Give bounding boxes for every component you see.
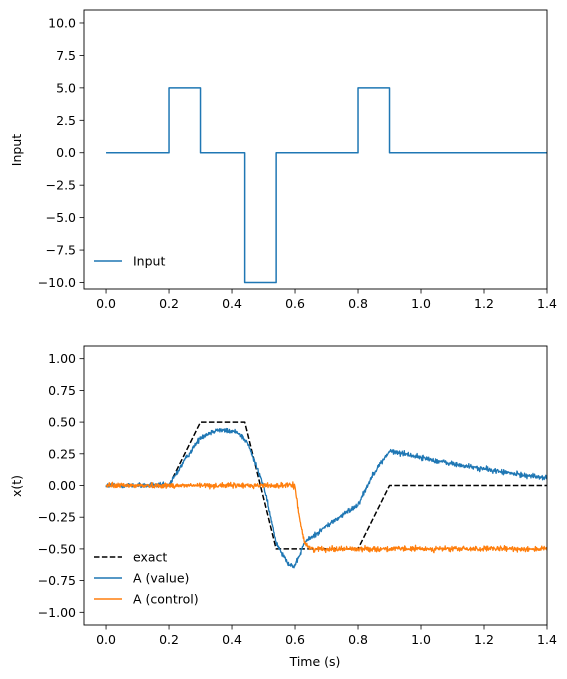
input-legend-label: Input (133, 254, 165, 269)
input-y-tick-label: −7.5 (46, 243, 76, 258)
state-legend-label: A (value) (133, 571, 189, 586)
state-x-axis-label: Time (s) (289, 654, 341, 669)
state-y-tick-label: −0.75 (38, 573, 76, 588)
input-series-input (106, 87, 547, 284)
input-y-tick-label: 5.0 (56, 80, 76, 95)
state-x-tick-label: 0.4 (222, 632, 242, 647)
input-plot-area (106, 87, 547, 284)
state-y-tick-label: 0.25 (48, 446, 76, 461)
input-x-tick-label: 1.0 (411, 296, 431, 311)
state-x-tick-label: 1.4 (537, 632, 557, 647)
input-panel: 0.0 0.2 0.4 0.6 0.8 1.0 1.2 1.4 −10.0 −7.5 −5.0 −2… (9, 9, 557, 311)
input-x-tick-label: 0.2 (159, 296, 179, 311)
state-x-axis: 0.0 0.2 0.4 0.6 0.8 1.0 1.2 1.4 (96, 625, 557, 647)
state-x-tick-label: 1.0 (411, 632, 431, 647)
input-y-tick-label: 7.5 (56, 48, 76, 63)
input-x-tick-label: 0.4 (222, 296, 242, 311)
state-y-tick-label: −0.50 (38, 541, 76, 556)
state-y-axis-label: x(t) (9, 475, 24, 497)
input-y-tick-label: 10.0 (48, 15, 76, 30)
state-panel: 0.0 0.2 0.4 0.6 0.8 1.0 1.2 1.4 −1.00 −0.75 −0.50… (9, 345, 557, 669)
input-y-axis: −10.0 −7.5 −5.0 −2.5 0.0 2.5 5.0 7.5 10.0 (38, 15, 84, 290)
state-legend-label: A (control) (133, 592, 199, 607)
input-axes-frame (83, 9, 548, 290)
input-x-tick-label: 0.0 (96, 296, 116, 311)
input-y-tick-label: −2.5 (46, 178, 76, 193)
input-legend: Input (94, 254, 165, 269)
state-x-tick-label: 0.0 (96, 632, 116, 647)
state-y-tick-label: 0.75 (48, 383, 76, 398)
state-plot-area (105, 421, 547, 569)
input-x-tick-label: 1.2 (474, 296, 494, 311)
state-y-tick-label: −0.25 (38, 510, 76, 525)
state-y-tick-label: −1.00 (38, 605, 76, 620)
input-x-tick-label: 1.4 (537, 296, 557, 311)
state-y-tick-label: 1.00 (48, 351, 76, 366)
state-y-axis: −1.00 −0.75 −0.50 −0.25 0.00 0.25 0.50 0.75 1.00 (38, 351, 84, 620)
input-x-tick-label: 0.6 (285, 296, 305, 311)
input-y-tick-label: −5.0 (46, 210, 76, 225)
input-x-axis: 0.0 0.2 0.4 0.6 0.8 1.0 1.2 1.4 (96, 289, 557, 311)
input-y-tick-label: 2.5 (56, 113, 76, 128)
state-series-a-control (105, 481, 547, 554)
input-y-tick-label: 0.0 (56, 145, 76, 160)
state-x-tick-label: 0.2 (159, 632, 179, 647)
input-x-tick-label: 0.8 (348, 296, 368, 311)
state-x-tick-label: 1.2 (474, 632, 494, 647)
state-legend-label: exact (133, 550, 167, 565)
input-y-axis-label: Input (9, 134, 24, 166)
state-y-tick-label: 0.00 (48, 478, 76, 493)
state-x-tick-label: 0.6 (285, 632, 305, 647)
input-y-tick-label: −10.0 (38, 275, 76, 290)
state-y-tick-label: 0.50 (48, 415, 76, 430)
state-series-exact (106, 421, 547, 550)
state-legend: exact A (value) A (control) (94, 550, 199, 607)
state-x-tick-label: 0.8 (348, 632, 368, 647)
state-series-a-value (105, 427, 547, 569)
